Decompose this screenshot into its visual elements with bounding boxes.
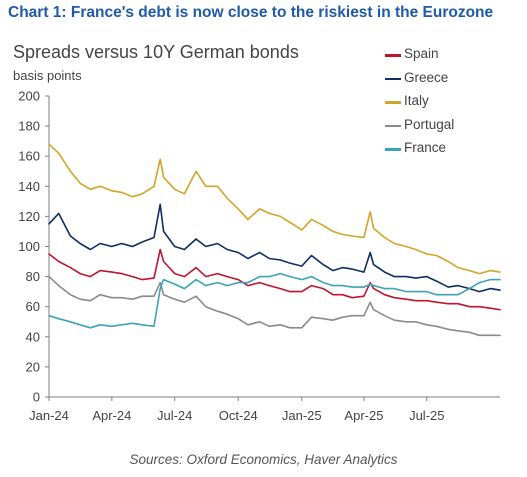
chart-title: Spreads versus 10Y German bonds [13, 42, 299, 62]
legend-label-spain: Spain [404, 46, 439, 61]
legend-swatch-italy [385, 101, 401, 104]
y-tick-label-60: 60 [26, 299, 40, 314]
y-tick-label-140: 140 [18, 179, 40, 194]
y-tick-label-160: 160 [18, 149, 40, 164]
legend-swatch-spain [385, 54, 401, 57]
legend-label-greece: Greece [404, 69, 449, 85]
y-tick-label-120: 120 [18, 209, 40, 224]
y-tick-label-180: 180 [18, 119, 40, 134]
x-tick-label-Apr-24: Apr-24 [92, 408, 131, 423]
series-line-portugal [48, 275, 501, 337]
y-tick-label-80: 80 [26, 269, 40, 284]
series-line-france [48, 272, 501, 329]
x-tick-label-Jul-24: Jul-24 [157, 408, 192, 423]
series-line-greece [48, 203, 501, 293]
legend-swatch-portugal [385, 124, 401, 128]
legend-label-italy: Italy [404, 93, 429, 108]
y-tick-label-40: 40 [26, 329, 40, 344]
y-tick-label-100: 100 [18, 239, 40, 254]
y-axis-unit-label: basis points [13, 68, 82, 83]
legend-label-portugal: Portugal [404, 116, 455, 132]
legend-label-france: France [404, 140, 447, 155]
figure-heading: Chart 1: France's debt is now close to t… [8, 4, 494, 21]
legend-swatch-france [385, 148, 401, 151]
x-tick-label-Apr-25: Apr-25 [344, 408, 383, 423]
x-tick-label-Jan-25: Jan-25 [282, 408, 322, 423]
x-tick-label-Jul-25: Jul-25 [409, 408, 444, 423]
y-tick-label-20: 20 [26, 359, 40, 374]
x-tick-label-Oct-24: Oct-24 [219, 408, 258, 423]
x-tick-label-Jan-24: Jan-24 [29, 408, 69, 423]
series-line-spain [48, 248, 501, 311]
y-tick-label-200: 200 [18, 89, 40, 104]
source-note: Sources: Oxford Economics, Haver Analyti… [129, 452, 398, 467]
series-line-italy [48, 143, 501, 275]
y-tick-label-0: 0 [33, 390, 40, 405]
legend-swatch-greece [385, 77, 401, 81]
